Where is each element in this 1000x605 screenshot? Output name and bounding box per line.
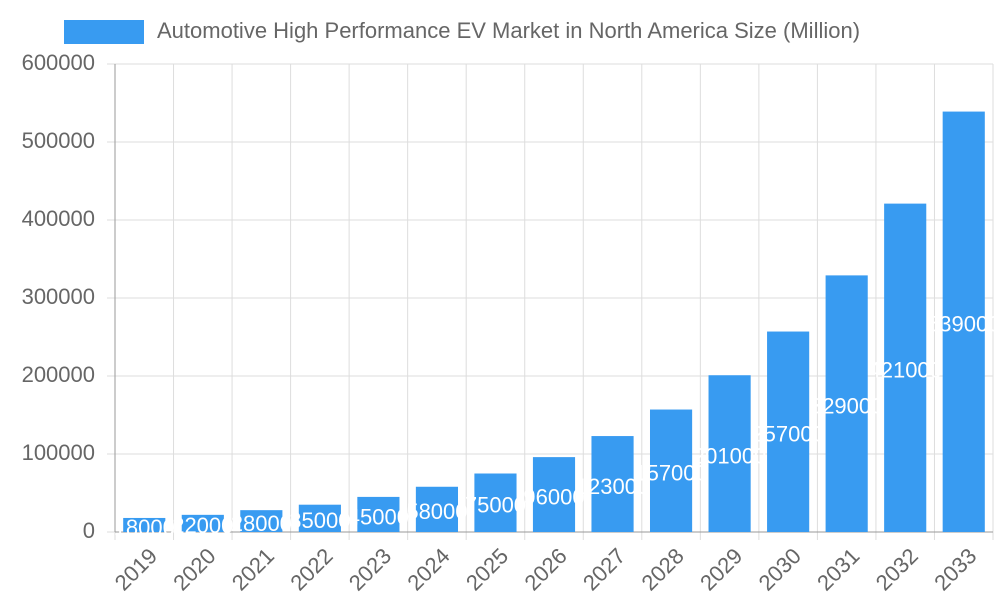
- bar: [357, 496, 400, 532]
- y-tick-label: 600000: [22, 50, 95, 75]
- value-label: 28000: [231, 511, 292, 536]
- bar: [767, 331, 810, 532]
- bar: [649, 409, 693, 532]
- bar: [123, 517, 166, 532]
- bar: [240, 510, 283, 532]
- bar: [415, 486, 459, 532]
- x-tick-label: 2024: [402, 543, 454, 595]
- value-label: 421000: [868, 358, 941, 383]
- x-tick-label: 2029: [695, 543, 747, 595]
- x-tick-label: 2030: [754, 543, 806, 595]
- x-tick-label: 2028: [637, 543, 689, 595]
- y-tick-label: 400000: [22, 206, 95, 231]
- bar: [942, 111, 985, 532]
- x-tick-label: 2020: [168, 543, 220, 595]
- bar: [708, 375, 751, 532]
- y-tick-label: 0: [83, 518, 95, 543]
- value-label: 201000: [693, 443, 766, 468]
- legend-swatch: [64, 20, 144, 44]
- value-label: 18000: [114, 515, 175, 540]
- value-label: 96000: [523, 484, 584, 509]
- legend-label: Automotive High Performance EV Market in…: [157, 18, 860, 43]
- bar: [884, 203, 927, 532]
- bar: [474, 473, 517, 532]
- value-label: 45000: [348, 504, 409, 529]
- bar: [825, 275, 868, 532]
- y-tick-label: 500000: [22, 128, 95, 153]
- x-tick-label: 2019: [110, 543, 162, 595]
- bar: [532, 457, 576, 532]
- value-label: 75000: [465, 493, 526, 518]
- y-tick-label: 200000: [22, 362, 95, 387]
- bar: [181, 514, 224, 532]
- value-label: 329000: [810, 394, 883, 419]
- x-tick-label: 2032: [871, 543, 923, 595]
- x-tick-label: 2025: [461, 543, 513, 595]
- x-tick-label: 2023: [344, 543, 396, 595]
- y-tick-label: 100000: [22, 440, 95, 465]
- x-tick-label: 2026: [519, 543, 571, 595]
- x-tick-label: 2022: [285, 543, 337, 595]
- value-label: 58000: [406, 499, 467, 524]
- value-label: 257000: [751, 422, 824, 447]
- value-label: 539000: [927, 312, 1000, 337]
- x-tick-label: 2031: [812, 543, 864, 595]
- value-label: 157000: [634, 461, 707, 486]
- bar: [298, 504, 341, 532]
- x-tick-label: 2021: [227, 543, 279, 595]
- value-label: 22000: [172, 513, 233, 538]
- value-label: 35000: [289, 508, 350, 533]
- value-label: 123000: [576, 474, 649, 499]
- bar: [591, 436, 634, 532]
- x-tick-label: 2033: [929, 543, 981, 595]
- y-tick-label: 300000: [22, 284, 95, 309]
- x-tick-label: 2027: [578, 543, 630, 595]
